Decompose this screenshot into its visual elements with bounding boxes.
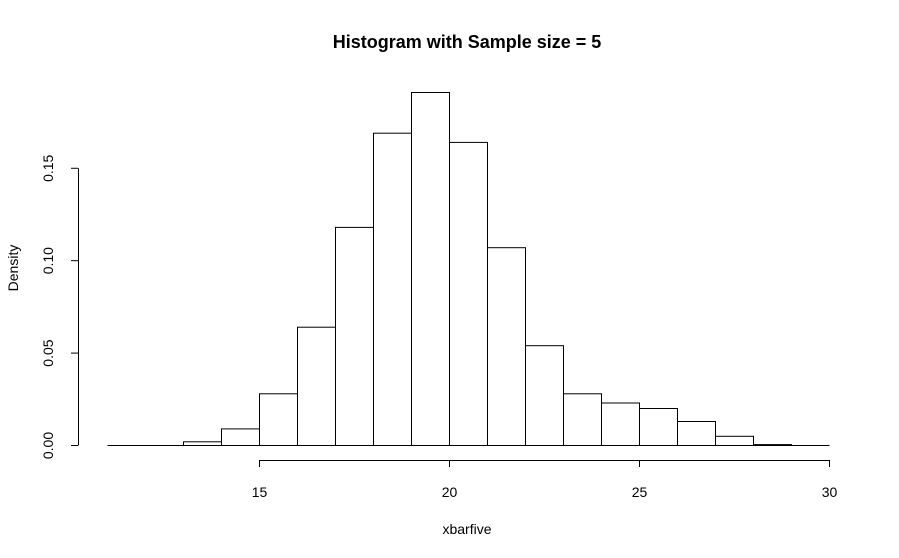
histogram-bar-10 xyxy=(487,247,526,446)
x-axis-label: xbarfive xyxy=(442,521,491,537)
y-tick-label: 0.15 xyxy=(40,154,56,181)
histogram-bar-15 xyxy=(677,421,716,446)
histogram-bar-8 xyxy=(411,92,450,446)
chart-title: Histogram with Sample size = 5 xyxy=(333,32,602,52)
histogram-bar-13 xyxy=(601,402,640,446)
histogram-bar-14 xyxy=(639,408,678,446)
histogram-bars xyxy=(183,92,792,447)
histogram-bar-12 xyxy=(563,393,602,446)
x-tick-label: 15 xyxy=(252,484,268,500)
histogram-bar-9 xyxy=(449,141,488,446)
histogram-bar-3 xyxy=(221,428,260,446)
y-tick-label: 0.00 xyxy=(40,432,56,459)
x-tick-label: 20 xyxy=(442,484,458,500)
histogram-bar-16 xyxy=(715,435,754,446)
histogram-bar-11 xyxy=(525,345,564,447)
y-axis: 0.00 0.05 0.10 0.15 xyxy=(40,154,79,459)
histogram-bar-7 xyxy=(373,132,412,446)
histogram-bar-4 xyxy=(259,393,298,446)
y-tick-label: 0.10 xyxy=(40,247,56,274)
histogram-bar-5 xyxy=(297,326,336,447)
x-tick-label: 25 xyxy=(632,484,648,500)
y-tick-label: 0.05 xyxy=(40,339,56,366)
histogram-bar-6 xyxy=(335,226,374,446)
histogram-bar-2 xyxy=(183,441,222,446)
y-axis-label: Density xyxy=(5,245,21,292)
x-tick-label: 30 xyxy=(822,484,838,500)
x-axis: 15 20 25 30 xyxy=(252,460,838,500)
